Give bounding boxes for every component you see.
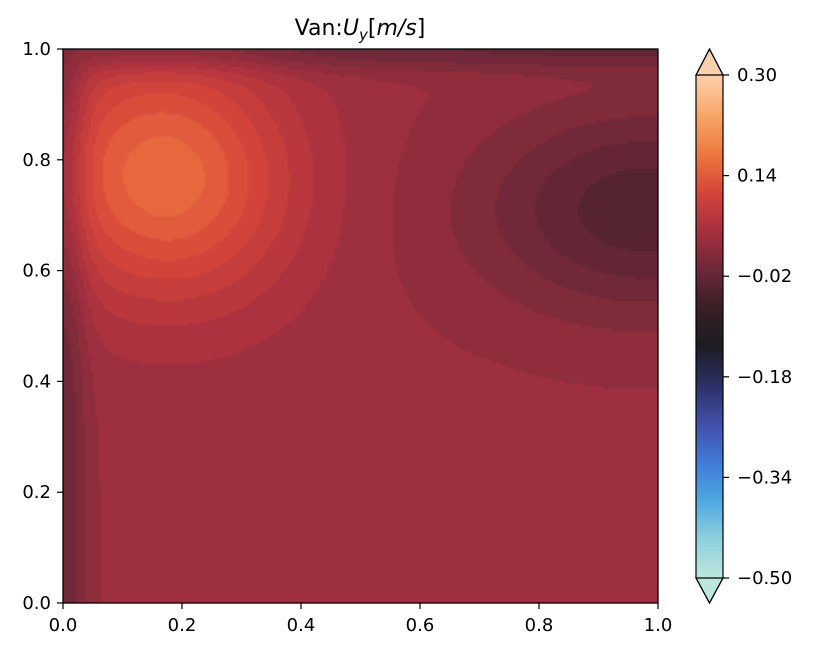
colorbar-extend-max [695,47,724,76]
colorbar-tick-label: −0.34 [737,467,792,488]
y-tick-label: 0.0 [22,593,51,614]
x-tick-label: 0.2 [168,615,197,636]
x-tick-label: 0.8 [525,615,554,636]
x-tick-label: 0.0 [49,615,78,636]
x-tick-label: 1.0 [644,615,673,636]
x-axis: 0.0 0.2 0.4 0.6 0.8 1.0 [49,603,673,636]
plot-area [62,48,659,604]
colorbar-tick-label: 0.14 [737,166,777,187]
colorbar-ticks: −0.50 −0.34 −0.18 −0.02 0.14 0.30 [723,65,792,589]
y-axis: 0.0 0.2 0.4 0.6 0.8 1.0 [22,39,63,614]
colorbar-tick-label: −0.50 [737,568,792,589]
colorbar-tick-label: −0.02 [737,266,792,287]
colorbar-tick-label: −0.18 [737,367,792,388]
colorbar: −0.50 −0.34 −0.18 −0.02 0.14 0.30 [694,47,792,605]
y-tick-label: 0.8 [22,150,51,171]
y-tick-label: 0.2 [22,482,51,503]
y-tick-label: 0.6 [22,261,51,282]
x-tick-label: 0.4 [287,615,316,636]
chart-title: Van:Uy[m/s] [295,16,426,44]
plot-frame [62,48,659,604]
colorbar-body [696,75,723,578]
colorbar-extend-min [694,577,725,605]
colorbar-tick-label: 0.30 [737,65,777,86]
y-tick-label: 0.4 [22,371,51,392]
x-tick-label: 0.6 [406,615,435,636]
contour-field [63,49,658,603]
y-tick-label: 1.0 [22,39,51,60]
